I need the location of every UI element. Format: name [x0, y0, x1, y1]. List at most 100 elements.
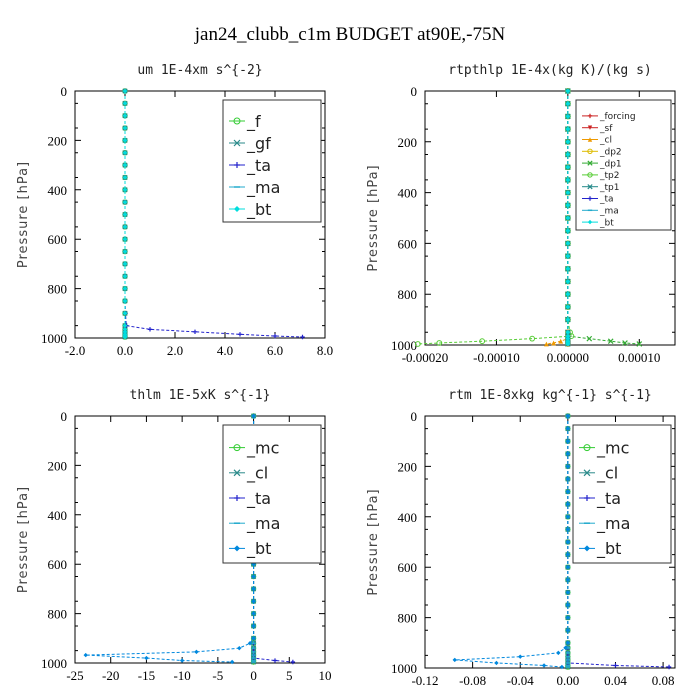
data-point — [565, 539, 571, 545]
series-line — [454, 416, 569, 668]
y-axis-label: Pressure [hPa] — [366, 164, 381, 271]
data-point — [122, 101, 128, 106]
legend-label: _bt — [246, 200, 271, 220]
legend-marker — [583, 444, 591, 452]
data-point — [122, 88, 128, 94]
plot-frame — [74, 415, 326, 664]
data-point — [565, 215, 571, 221]
y-tick-label: 600 — [48, 557, 68, 572]
data-point — [122, 138, 128, 143]
data-point — [479, 338, 486, 345]
legend-label: _ta — [246, 156, 271, 176]
y-tick-label: 400 — [48, 508, 68, 523]
plot-frame — [74, 90, 326, 339]
legend-marker — [587, 137, 593, 142]
x-tick-label: 0.00 — [556, 673, 579, 688]
data-point — [565, 126, 571, 132]
y-tick-label: 0 — [411, 84, 418, 99]
x-tick-label: -25 — [66, 668, 83, 683]
legend-label: _mc — [596, 438, 629, 458]
y-tick-label: 200 — [48, 133, 68, 148]
legend-label: _ta — [596, 489, 621, 509]
legend-marker — [587, 184, 593, 190]
data-point — [194, 649, 199, 655]
data-point — [247, 641, 253, 646]
data-point — [414, 341, 421, 347]
y-tick-label: 400 — [48, 183, 68, 198]
data-point — [83, 652, 88, 658]
y-tick-label: 400 — [398, 186, 418, 201]
legend-marker — [587, 219, 593, 225]
y-axis-label: Pressure [hPa] — [366, 488, 381, 595]
data-point — [251, 599, 256, 604]
legend-marker — [233, 444, 241, 452]
y-tick-label: 800 — [48, 607, 68, 622]
data-point — [122, 329, 128, 335]
data-point — [556, 650, 561, 656]
data-point — [558, 338, 564, 344]
legend-box — [222, 99, 322, 223]
data-point — [122, 261, 128, 267]
x-tick-label: 0.08 — [652, 673, 675, 688]
x-tick-label: -15 — [138, 668, 155, 683]
x-tick-label: -0.00020 — [402, 350, 449, 365]
data-point — [565, 451, 571, 456]
data-point — [122, 327, 128, 332]
legend-marker — [587, 148, 593, 155]
data-point — [436, 340, 443, 346]
data-point — [551, 340, 556, 346]
data-point — [179, 658, 185, 663]
y-tick-label: 600 — [48, 232, 68, 247]
data-point — [565, 464, 571, 469]
data-point — [494, 660, 499, 666]
data-point — [147, 327, 153, 332]
legend-label: _dp1 — [599, 159, 622, 169]
x-tick-label: 4.0 — [217, 343, 233, 358]
legend-label: _bt — [596, 539, 621, 559]
x-tick-label: 6.0 — [267, 343, 283, 358]
legend-label: _cl — [246, 464, 268, 484]
legend-label: _ma — [246, 178, 280, 198]
data-point — [122, 334, 128, 340]
data-point — [122, 311, 128, 316]
data-point — [122, 175, 128, 180]
data-point — [122, 212, 128, 217]
data-point — [565, 152, 571, 157]
y-tick-label: 400 — [398, 510, 418, 525]
legend-marker — [584, 495, 590, 501]
legend: _mc _cl _ta _ma _bt — [572, 424, 672, 564]
legend-marker — [234, 162, 240, 168]
x-tick-label: -0.12 — [411, 673, 438, 688]
data-point — [122, 162, 128, 168]
data-point — [565, 426, 571, 431]
data-point — [251, 562, 256, 567]
data-point — [529, 335, 536, 342]
series-line — [546, 91, 569, 345]
x-tick-label: -2.0 — [65, 343, 86, 358]
data-point — [122, 323, 128, 328]
data-point — [565, 502, 571, 507]
legend-marker — [587, 160, 593, 166]
data-point — [565, 164, 571, 170]
legend-label: _ta — [599, 195, 614, 205]
x-tick-label: 0 — [250, 668, 257, 683]
x-tick-label: 0.00000 — [547, 350, 589, 365]
data-point — [544, 341, 549, 347]
data-point — [541, 663, 547, 668]
data-point — [613, 663, 618, 668]
data-point — [122, 199, 128, 205]
data-point — [565, 552, 571, 557]
x-tick-label: -20 — [102, 668, 119, 683]
panel-title: um 1E-4xm s^{-2} — [137, 63, 262, 78]
legend-marker — [584, 545, 590, 552]
y-tick-label: 1000 — [391, 661, 417, 676]
y-tick-label: 200 — [398, 459, 418, 474]
legend-marker — [587, 196, 593, 201]
data-point — [565, 317, 571, 322]
legend-marker — [233, 139, 241, 147]
data-point — [559, 664, 565, 670]
data-point — [586, 335, 593, 342]
data-point — [607, 338, 614, 345]
x-tick-label: -5 — [212, 668, 223, 683]
